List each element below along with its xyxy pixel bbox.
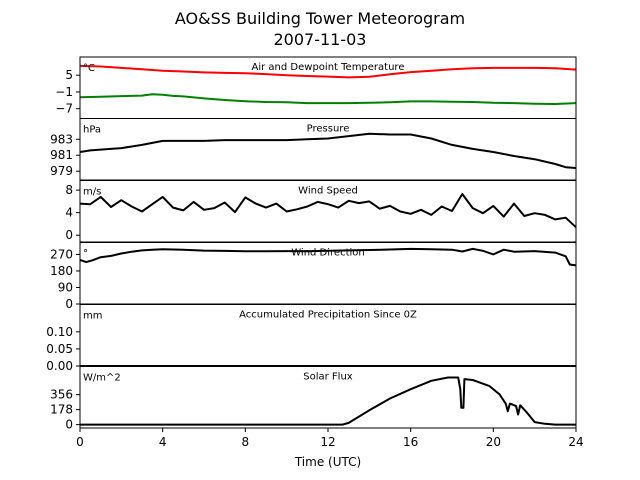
y-tick-label: −1 xyxy=(55,85,73,99)
panel-5: 0.10 0.05 0.00 mm Accumulated Precipitation … xyxy=(46,304,577,373)
y-tick-label: 90 xyxy=(58,280,73,294)
panel-title: Wind Direction xyxy=(291,248,365,259)
panel-title: Solar Flux xyxy=(303,372,353,383)
panel-4: 270 180 90 0 ° Wind Direction xyxy=(50,242,577,311)
y-tick-label: 5 xyxy=(65,68,73,82)
panel-1: 5 −1 −7 °C Air and Dewpoint Temperature xyxy=(55,56,577,119)
y-tick-label: 0 xyxy=(65,297,73,311)
series-line-1 xyxy=(79,64,577,79)
x-axis-label: Time (UTC) xyxy=(294,455,361,469)
panel-title: Wind Speed xyxy=(298,186,358,197)
y-tick-label: 0 xyxy=(65,418,73,432)
y-tick-label: 270 xyxy=(50,247,73,261)
x-tick-label: 12 xyxy=(320,435,335,449)
y-tick-label: 979 xyxy=(50,164,73,178)
panel-title: Air and Dewpoint Temperature xyxy=(252,62,405,73)
panel-unit-label: m/s xyxy=(83,187,101,198)
x-tick-label: 8 xyxy=(242,435,250,449)
panels: 5−1−7°C Air and Dewpoint Temperature98398… xyxy=(46,56,577,432)
y-tick-label: 0.05 xyxy=(46,342,73,356)
panel-unit-label: °C xyxy=(83,63,95,74)
panel-title: Pressure xyxy=(307,124,350,135)
y-tick-label: 0.10 xyxy=(46,325,73,339)
x-tick-label: 0 xyxy=(76,435,84,449)
x-tick-label: 4 xyxy=(159,435,167,449)
x-axis: 0 4 8 12 16 20 24 xyxy=(76,428,584,449)
panel-2: 983 981 979 hPa Pressure xyxy=(50,118,577,181)
x-tick-label: 24 xyxy=(568,435,583,449)
series-line-1 xyxy=(79,132,577,169)
series-line-2 xyxy=(79,93,577,105)
y-tick-label: 180 xyxy=(50,264,73,278)
panel-title: Accumulated Precipitation Since 0Z xyxy=(239,310,417,321)
x-tick-label: 20 xyxy=(486,435,501,449)
series-line-1 xyxy=(79,247,577,267)
y-tick-label: 356 xyxy=(50,388,73,402)
series-line-1 xyxy=(80,376,576,426)
series-line-1 xyxy=(79,193,577,229)
panel-3: 8 4 0 m/s Wind Speed xyxy=(65,180,577,243)
y-tick-label: 8 xyxy=(65,183,73,197)
panel-unit-label: hPa xyxy=(83,125,101,136)
figure-date: 2007-11-03 xyxy=(274,30,367,49)
panel-unit-label: mm xyxy=(83,311,102,322)
panel-unit-label: W/m^2 xyxy=(83,373,121,384)
x-tick-label: 16 xyxy=(403,435,418,449)
y-tick-label: −7 xyxy=(55,102,73,116)
figure-title: AO&SS Building Tower Meteorogram xyxy=(175,9,465,28)
y-tick-label: 981 xyxy=(50,148,73,162)
y-tick-label: 0.00 xyxy=(46,359,73,373)
y-tick-label: 4 xyxy=(65,206,73,220)
y-tick-label: 178 xyxy=(50,403,73,417)
panel-unit-label: ° xyxy=(83,249,88,260)
y-tick-label: 983 xyxy=(50,132,73,146)
y-tick-label: 0 xyxy=(65,228,73,242)
